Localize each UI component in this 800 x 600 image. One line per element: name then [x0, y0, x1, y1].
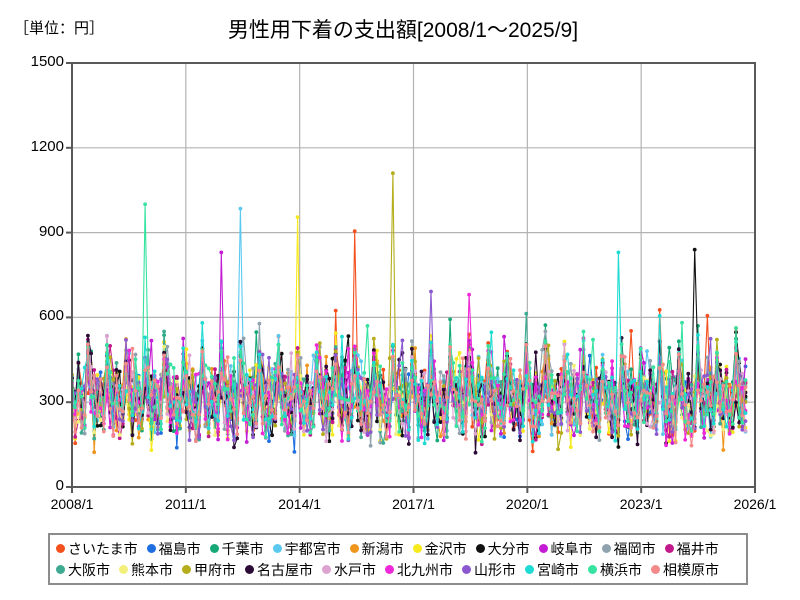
legend-label: 千葉市 [221, 540, 264, 557]
legend-label: 宇都宮市 [284, 540, 341, 557]
legend-color-swatch-icon [56, 565, 65, 574]
legend-item[interactable]: 熊本市 [119, 563, 173, 577]
legend-label: 福岡市 [613, 540, 656, 557]
legend-label: 福島市 [158, 540, 201, 557]
legend-label: 甲府市 [194, 561, 236, 578]
legend-row-2: 大阪市 熊本市 甲府市 名古屋市 水戸市 北九州市 山形市 宮崎市 横浜市 相模原市 [56, 559, 740, 580]
legend-item[interactable]: 大分市 [475, 540, 530, 557]
legend-item[interactable]: 福井市 [664, 540, 719, 557]
legend-color-swatch-icon [601, 544, 611, 553]
x-tick-label: 2008/1 [50, 496, 94, 512]
legend-item[interactable]: 宇都宮市 [272, 540, 341, 557]
legend-color-swatch-icon [412, 544, 422, 553]
y-tick-label: 900 [38, 222, 64, 240]
legend-color-swatch-icon [272, 544, 282, 553]
data-series [72, 342, 748, 448]
legend-color-swatch-icon [146, 544, 156, 553]
legend-color-swatch-icon [462, 565, 471, 574]
y-tick-label: 1200 [30, 137, 64, 155]
legend-item[interactable]: 千葉市 [209, 540, 264, 557]
legend-color-swatch-icon [119, 565, 128, 574]
legend-item[interactable]: 大阪市 [56, 563, 110, 577]
legend-item[interactable]: 新潟市 [349, 540, 404, 557]
legend-color-swatch-icon [245, 565, 254, 574]
legend-item[interactable]: 水戸市 [322, 563, 376, 577]
legend-label: 大阪市 [68, 561, 110, 578]
legend-label: 相模原市 [663, 561, 719, 578]
legend-color-swatch-icon [322, 565, 331, 574]
chart-title: 男性用下着の支出額[2008/1～2025/9] [0, 14, 800, 44]
x-tick-label: 2014/1 [278, 496, 322, 512]
legend-color-swatch-icon [475, 544, 485, 553]
legend-label: 名古屋市 [257, 561, 313, 578]
legend-item[interactable]: さいたま市 [56, 542, 138, 556]
legend-label: 北九州市 [397, 561, 453, 578]
y-tick-label: 0 [55, 477, 64, 494]
legend-label: 宮崎市 [537, 561, 579, 578]
legend-row-1: さいたま市 福島市 千葉市 宇都宮市 新潟市 金沢市 大分市 岐阜市 福岡市 福井市 [56, 538, 740, 559]
legend-label: 水戸市 [334, 561, 376, 578]
legend-label: 山形市 [474, 561, 516, 578]
legend-color-swatch-icon [385, 565, 394, 574]
legend-color-swatch-icon [651, 565, 660, 574]
x-tick-label: 2026/1 [733, 496, 777, 512]
legend-color-swatch-icon [182, 565, 191, 574]
legend-item[interactable]: 甲府市 [182, 563, 236, 577]
legend-label: 横浜市 [600, 561, 642, 578]
axis-frame [66, 62, 756, 493]
legend-item[interactable]: 名古屋市 [245, 563, 313, 577]
legend-item[interactable]: 相模原市 [651, 563, 719, 577]
legend-label: 金沢市 [424, 540, 467, 557]
legend-color-swatch-icon [538, 544, 548, 553]
x-tick-label: 2011/1 [164, 496, 207, 512]
legend-item[interactable]: 福岡市 [601, 540, 656, 557]
x-tick-label: 2023/1 [619, 496, 663, 512]
y-tick-label: 300 [38, 392, 64, 410]
legend-item[interactable]: 福島市 [146, 540, 201, 557]
legend-item[interactable]: 山形市 [462, 563, 516, 577]
legend-label: 福井市 [676, 540, 719, 557]
y-tick-label: 1500 [30, 53, 64, 70]
legend-label: 新潟市 [361, 540, 404, 557]
legend-color-swatch-icon [664, 544, 674, 553]
legend-color-swatch-icon [525, 565, 534, 574]
data-series-group [72, 171, 748, 455]
legend-item[interactable]: 金沢市 [412, 540, 467, 557]
legend-color-swatch-icon [588, 565, 597, 574]
data-series [72, 202, 748, 444]
y-tick-label: 600 [38, 307, 64, 325]
legend-color-swatch-icon [349, 544, 359, 553]
legend-color-swatch-icon [209, 544, 219, 553]
x-tick-label: 2020/1 [505, 496, 549, 512]
legend: さいたま市 福島市 千葉市 宇都宮市 新潟市 金沢市 大分市 岐阜市 福岡市 福井市 大阪市 熊本市… [48, 533, 748, 585]
legend-item[interactable]: 宮崎市 [525, 563, 579, 577]
chart-title-text: 男性用下着の支出額[2008/1～2025/9] [227, 19, 579, 42]
legend-color-swatch-icon [56, 544, 65, 553]
legend-item[interactable]: 岐阜市 [538, 540, 593, 557]
legend-label: 熊本市 [131, 561, 173, 578]
legend-item[interactable]: 北九州市 [385, 563, 453, 577]
unit-label: ［単位：円］ [14, 20, 105, 37]
legend-label: 岐阜市 [550, 540, 593, 557]
x-tick-label: 2017/1 [392, 496, 435, 512]
legend-item[interactable]: 横浜市 [588, 563, 642, 577]
legend-label: 大分市 [487, 540, 530, 557]
legend-label: さいたま市 [68, 540, 138, 557]
